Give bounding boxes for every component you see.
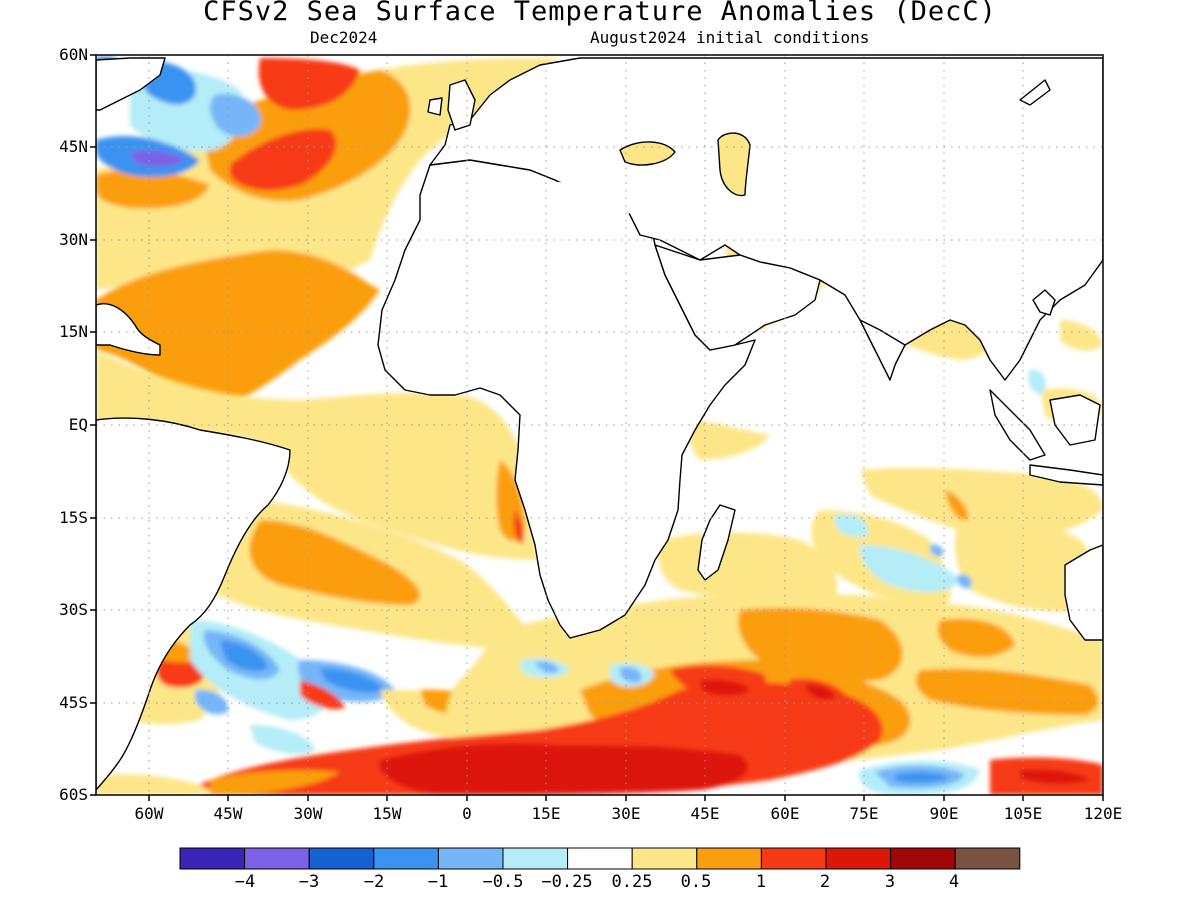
japan (1019, 79, 1051, 106)
lon-label: 105E (1003, 804, 1043, 823)
lat-label: 30N (59, 230, 88, 249)
lat-label: 45S (59, 693, 88, 712)
colorbar-swatch (244, 847, 310, 870)
lat-label: 15N (59, 322, 88, 341)
india (859, 319, 906, 381)
lon-label: 60W (134, 804, 164, 823)
colorbar-swatch (437, 847, 504, 870)
lon-label: 120E (1083, 804, 1123, 823)
lat-label: 15S (59, 508, 88, 527)
lat-label: 60S (59, 785, 88, 804)
colorbar-label: 1 (755, 872, 767, 892)
arabia (654, 244, 821, 351)
uk (447, 79, 476, 131)
lat-label: EQ (68, 415, 88, 434)
borneo-sumatra (989, 389, 1046, 461)
lon-label: 60E (770, 804, 800, 823)
colorbar-label: −1 (427, 872, 449, 892)
colorbar-label: 0.25 (611, 872, 653, 892)
map-title: CFSv2 Sea Surface Temperature Anomalies … (203, 0, 997, 27)
colorbar-swatch (825, 847, 892, 870)
iberia-med-gap (465, 170, 650, 215)
lon-label: 45W (213, 804, 243, 823)
tick-marks (90, 54, 1104, 801)
black-sea (619, 141, 676, 166)
greenland (96, 57, 166, 111)
colorbar-label: 3 (884, 872, 896, 892)
colorbar-label: −0.25 (541, 872, 593, 892)
australia (1064, 544, 1103, 641)
forecast-month: Dec2024 (310, 28, 378, 47)
colorbar (179, 847, 1021, 870)
lon-label: 75E (849, 804, 879, 823)
colorbar-swatch (631, 847, 698, 870)
lon-label: 15W (372, 804, 402, 823)
south-indian-cold-patches (835, 514, 869, 537)
lat-label: 45N (59, 137, 88, 156)
central-america (96, 303, 161, 356)
caspian (717, 132, 751, 197)
lat-label: 30S (59, 600, 88, 619)
colorbar-swatch (890, 847, 956, 870)
colorbar-swatch (567, 847, 633, 870)
colorbar-swatch (308, 847, 375, 870)
southern-ocean-core (379, 743, 748, 795)
colorbar-swatch (179, 847, 246, 870)
initial-conditions: August2024 initial conditions (590, 28, 870, 47)
lon-label: 0 (462, 804, 472, 823)
colorbar-label: 4 (948, 872, 960, 892)
colorbar-label: −4 (234, 872, 256, 892)
land-masses (96, 57, 1103, 791)
gulf-stream-strong-cold (130, 150, 185, 167)
lon-label: 45E (690, 804, 720, 823)
colorbar-swatch (696, 847, 762, 870)
lon-label: 30W (293, 804, 323, 823)
colorbar-swatch (373, 847, 439, 870)
anomaly-field (96, 55, 1103, 795)
lon-label: 30E (611, 804, 641, 823)
colorbar-swatch (502, 847, 569, 870)
colorbar-swatch (760, 847, 827, 870)
colorbar-label: 2 (819, 872, 831, 892)
colorbar-label: −0.5 (482, 872, 524, 892)
colorbar-swatch (954, 847, 1021, 870)
south-america (96, 417, 291, 791)
colorbar-label: 0.5 (680, 872, 712, 892)
graticule (96, 55, 1103, 795)
lat-label: 60N (59, 45, 88, 64)
colorbar-label: −3 (298, 872, 320, 892)
lon-label: 90E (929, 804, 959, 823)
lon-label: 15E (531, 804, 561, 823)
colorbar-label: −2 (363, 872, 385, 892)
tropical-atlantic-warm (96, 350, 540, 560)
